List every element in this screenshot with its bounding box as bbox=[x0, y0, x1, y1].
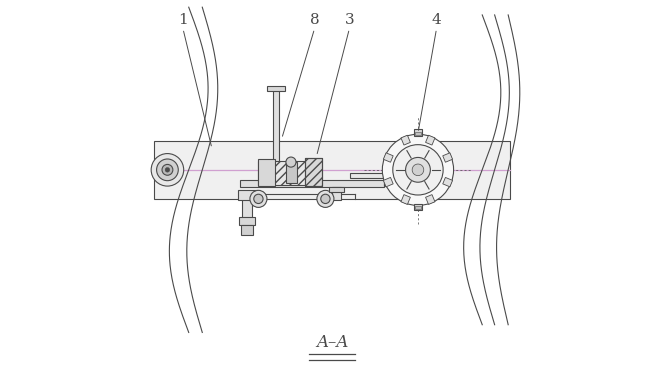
Bar bbox=[426, 135, 435, 145]
Bar bbox=[383, 177, 393, 187]
Text: 8: 8 bbox=[310, 12, 319, 27]
Text: 1: 1 bbox=[178, 12, 188, 27]
Bar bbox=[241, 225, 253, 235]
Bar bbox=[426, 195, 435, 204]
Bar bbox=[305, 158, 322, 186]
Bar bbox=[415, 132, 421, 135]
Bar bbox=[384, 181, 406, 186]
Bar bbox=[258, 161, 319, 184]
Circle shape bbox=[165, 168, 170, 172]
Bar bbox=[273, 89, 279, 172]
Bar bbox=[443, 153, 453, 162]
Bar bbox=[154, 141, 510, 199]
Text: 4: 4 bbox=[432, 12, 442, 27]
Circle shape bbox=[321, 194, 330, 204]
Bar bbox=[258, 159, 275, 186]
Bar bbox=[305, 158, 322, 186]
Bar bbox=[383, 153, 393, 162]
Bar bbox=[238, 190, 257, 200]
Bar bbox=[443, 177, 453, 187]
Circle shape bbox=[250, 190, 267, 207]
Circle shape bbox=[412, 164, 424, 176]
Bar bbox=[239, 217, 255, 225]
Bar bbox=[414, 129, 422, 136]
Bar bbox=[414, 204, 422, 211]
Circle shape bbox=[317, 190, 334, 207]
Circle shape bbox=[157, 159, 178, 181]
Bar bbox=[350, 173, 384, 177]
Bar bbox=[240, 180, 384, 187]
Bar bbox=[267, 86, 285, 91]
Circle shape bbox=[151, 154, 184, 186]
Text: 3: 3 bbox=[345, 12, 354, 27]
Bar bbox=[332, 187, 341, 200]
Bar bbox=[415, 206, 421, 209]
Bar bbox=[329, 187, 343, 192]
Bar bbox=[401, 135, 410, 145]
Circle shape bbox=[254, 194, 263, 204]
Circle shape bbox=[162, 165, 173, 175]
Circle shape bbox=[393, 145, 443, 195]
Text: A–A: A–A bbox=[316, 333, 348, 351]
Bar bbox=[286, 162, 297, 183]
Bar bbox=[242, 195, 252, 225]
Circle shape bbox=[406, 158, 430, 182]
Circle shape bbox=[382, 134, 454, 206]
Bar bbox=[401, 195, 410, 204]
Circle shape bbox=[286, 157, 296, 167]
